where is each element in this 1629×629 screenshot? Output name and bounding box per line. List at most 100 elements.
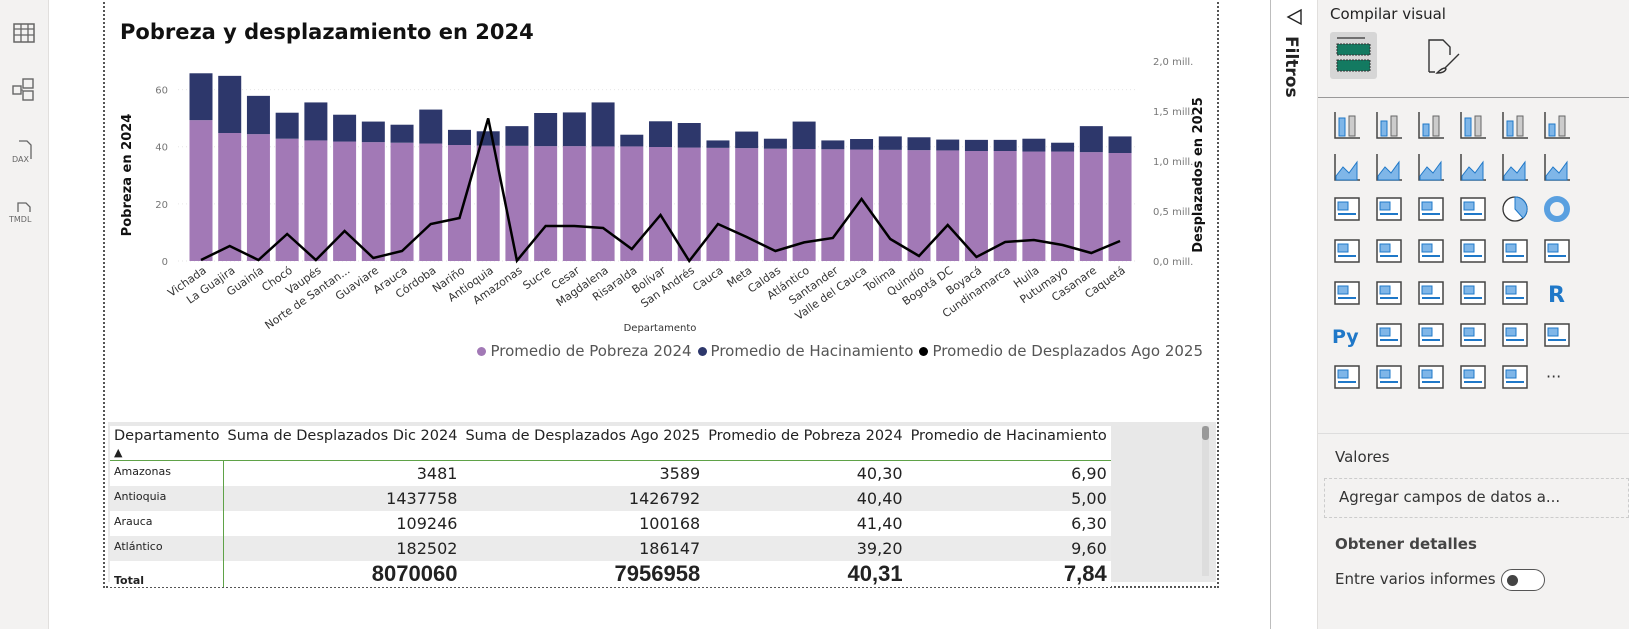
column-header-desplazados-ago[interactable]: Suma de Desplazados Ago 2025 bbox=[461, 426, 705, 461]
bar-pobreza[interactable] bbox=[821, 149, 845, 261]
bar-hacinamiento[interactable] bbox=[964, 139, 988, 151]
bar-hacinamiento[interactable] bbox=[936, 139, 960, 151]
bar-hacinamiento[interactable] bbox=[1022, 138, 1046, 152]
bar-hacinamiento[interactable] bbox=[1051, 142, 1075, 152]
bar-pobreza[interactable] bbox=[792, 149, 816, 261]
bar-hacinamiento[interactable] bbox=[821, 140, 845, 150]
python-visual-icon[interactable]: Py bbox=[1332, 320, 1362, 350]
map-icon[interactable] bbox=[1374, 236, 1404, 266]
filters-pane-collapsed[interactable]: Filtros bbox=[1270, 0, 1318, 629]
table-total-row[interactable]: Total 8070060 7956958 40,31 7,84 bbox=[110, 560, 1111, 587]
multi-row-card-icon[interactable] bbox=[1332, 278, 1362, 308]
narrative-icon[interactable] bbox=[1500, 320, 1530, 350]
bar-pobreza[interactable] bbox=[246, 134, 270, 261]
area-chart-icon[interactable] bbox=[1374, 152, 1404, 182]
bar-hacinamiento[interactable] bbox=[792, 121, 816, 149]
bar-pobreza[interactable] bbox=[1108, 153, 1132, 261]
bar-pobreza[interactable] bbox=[907, 150, 931, 261]
100-stacked-bar-icon[interactable] bbox=[1500, 110, 1530, 140]
column-header-pobreza[interactable]: Promedio de Pobreza 2024 bbox=[704, 426, 907, 461]
clustered-column-icon[interactable] bbox=[1458, 110, 1488, 140]
kpi-icon[interactable] bbox=[1374, 278, 1404, 308]
bar-pobreza[interactable] bbox=[591, 146, 615, 261]
stacked-bar-icon[interactable] bbox=[1332, 110, 1362, 140]
donut-icon[interactable] bbox=[1542, 194, 1572, 224]
bar-pobreza[interactable] bbox=[1051, 151, 1075, 261]
legend-item-hacinamiento[interactable]: Promedio de Hacinamiento bbox=[697, 342, 913, 360]
treemap-icon[interactable] bbox=[1332, 236, 1362, 266]
bar-hacinamiento[interactable] bbox=[562, 112, 586, 147]
column-header-departamento[interactable]: Departamento ▲ bbox=[110, 426, 224, 461]
bar-pobreza[interactable] bbox=[677, 147, 701, 261]
bar-hacinamiento[interactable] bbox=[534, 113, 558, 147]
table-row[interactable]: Amazonas 3481 3589 40,30 6,90 bbox=[110, 460, 1111, 486]
column-header-hacinamiento[interactable]: Promedio de Hacinamiento bbox=[906, 426, 1111, 461]
matrix-icon[interactable] bbox=[1500, 278, 1530, 308]
bar-pobreza[interactable] bbox=[993, 151, 1017, 261]
column-header-desplazados-dic[interactable]: Suma de Desplazados Dic 2024 bbox=[223, 426, 462, 461]
qa-icon[interactable] bbox=[1458, 320, 1488, 350]
table-row[interactable]: Arauca 109246 100168 41,40 6,30 bbox=[110, 510, 1111, 536]
bar-pobreza[interactable] bbox=[218, 133, 242, 261]
card-icon[interactable] bbox=[1542, 236, 1572, 266]
paginated-report-icon[interactable] bbox=[1542, 320, 1572, 350]
bar-pobreza[interactable] bbox=[505, 145, 529, 261]
bar-hacinamiento[interactable] bbox=[189, 73, 213, 121]
stacked-area-icon[interactable] bbox=[1416, 152, 1446, 182]
bar-hacinamiento[interactable] bbox=[649, 121, 673, 147]
stacked-column-icon[interactable] bbox=[1374, 110, 1404, 140]
bar-pobreza[interactable] bbox=[562, 146, 586, 261]
bar-hacinamiento[interactable] bbox=[390, 124, 414, 143]
bar-pobreza[interactable] bbox=[390, 142, 414, 261]
bar-hacinamiento[interactable] bbox=[218, 75, 242, 133]
100-stacked-area-icon[interactable] bbox=[1458, 152, 1488, 182]
key-influencers-icon[interactable] bbox=[1374, 320, 1404, 350]
model-view-icon[interactable] bbox=[8, 74, 40, 106]
bar-hacinamiento[interactable] bbox=[878, 136, 902, 150]
table-row[interactable]: Antioquia 1437758 1426792 40,40 5,00 bbox=[110, 485, 1111, 511]
power-apps-icon[interactable] bbox=[1374, 362, 1404, 392]
tmdl-view-icon[interactable]: TMDL bbox=[8, 198, 40, 230]
bar-hacinamiento[interactable] bbox=[850, 139, 874, 150]
bar-hacinamiento[interactable] bbox=[1079, 126, 1103, 153]
format-visual-tab[interactable] bbox=[1423, 36, 1463, 76]
100-stacked-column-icon[interactable] bbox=[1542, 110, 1572, 140]
bar-pobreza[interactable] bbox=[649, 147, 673, 261]
cross-report-toggle[interactable] bbox=[1501, 569, 1545, 591]
waterfall-icon[interactable] bbox=[1374, 194, 1404, 224]
bar-hacinamiento[interactable] bbox=[907, 137, 931, 151]
table-scrollbar[interactable] bbox=[1202, 426, 1209, 576]
funnel-icon[interactable] bbox=[1416, 194, 1446, 224]
bar-hacinamiento[interactable] bbox=[735, 131, 759, 149]
bar-pobreza[interactable] bbox=[763, 148, 787, 261]
scatter-icon[interactable] bbox=[1458, 194, 1488, 224]
bar-hacinamiento[interactable] bbox=[763, 138, 787, 149]
bar-pobreza[interactable] bbox=[1079, 152, 1103, 261]
bar-pobreza[interactable] bbox=[878, 149, 902, 261]
bar-hacinamiento[interactable] bbox=[993, 139, 1017, 151]
bar-pobreza[interactable] bbox=[304, 140, 328, 261]
bar-hacinamiento[interactable] bbox=[361, 121, 385, 143]
bar-hacinamiento[interactable] bbox=[275, 112, 299, 139]
bar-pobreza[interactable] bbox=[476, 145, 500, 261]
bar-pobreza[interactable] bbox=[850, 149, 874, 261]
image-icon[interactable] bbox=[1458, 362, 1488, 392]
bar-pobreza[interactable] bbox=[735, 148, 759, 261]
bar-pobreza[interactable] bbox=[620, 146, 644, 261]
bar-hacinamiento[interactable] bbox=[419, 109, 443, 144]
power-automate-icon[interactable] bbox=[1416, 362, 1446, 392]
bar-hacinamiento[interactable] bbox=[620, 134, 644, 147]
gauge-icon[interactable] bbox=[1500, 236, 1530, 266]
bar-hacinamiento[interactable] bbox=[333, 114, 357, 142]
bar-hacinamiento[interactable] bbox=[246, 95, 270, 135]
scrollbar-thumb[interactable] bbox=[1202, 426, 1209, 440]
bar-hacinamiento[interactable] bbox=[677, 123, 701, 148]
arcgis-icon[interactable] bbox=[1500, 362, 1530, 392]
table-row[interactable]: Atlántico 182502 186147 39,20 9,60 bbox=[110, 535, 1111, 561]
bar-pobreza[interactable] bbox=[706, 147, 730, 261]
bar-pobreza[interactable] bbox=[534, 146, 558, 261]
legend-item-pobreza[interactable]: Promedio de Pobreza 2024 bbox=[477, 342, 692, 360]
bar-pobreza[interactable] bbox=[361, 142, 385, 261]
goals-icon[interactable] bbox=[1332, 362, 1362, 392]
bar-hacinamiento[interactable] bbox=[304, 102, 328, 141]
